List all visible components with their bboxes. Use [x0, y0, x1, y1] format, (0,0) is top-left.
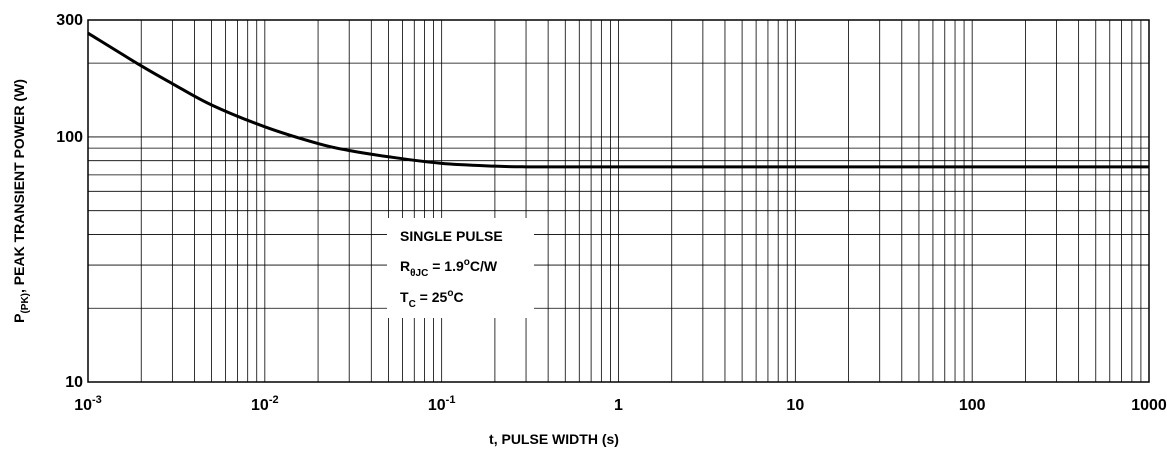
- x-tick-label: 100: [959, 397, 986, 414]
- x-tick-label: 10-1: [428, 394, 456, 414]
- y-tick-label: 300: [56, 12, 83, 29]
- x-tick-label: 10: [786, 397, 804, 414]
- x-tick-label: 1: [614, 397, 623, 414]
- x-tick-label: 10-2: [251, 394, 279, 414]
- annotation-box: [387, 218, 534, 318]
- annotation-single-pulse: SINGLE PULSE: [400, 228, 503, 244]
- series-line-peak-power: [87, 31, 1149, 169]
- x-axis-label: t, PULSE WIDTH (s): [489, 431, 619, 447]
- y-axis-label: P(PK), PEAK TRANSIENT POWER (W): [11, 79, 31, 323]
- annotation-thermal-resistance: RθJC = 1.9oC/W: [400, 257, 498, 279]
- y-tick-label: 10: [65, 374, 83, 391]
- plot-frame: [87, 19, 1150, 383]
- x-tick-label: 1000: [1131, 397, 1167, 414]
- x-tick-labels: 10-3 10-2 10-1 1 10 100 1000: [74, 394, 1167, 414]
- x-tick-label: 10-3: [74, 394, 102, 414]
- y-tick-label: 100: [56, 129, 83, 146]
- grid: [88, 20, 1149, 382]
- annotation-case-temperature: TC = 25oC: [400, 288, 464, 310]
- y-tick-labels: 10 100 300: [56, 12, 83, 391]
